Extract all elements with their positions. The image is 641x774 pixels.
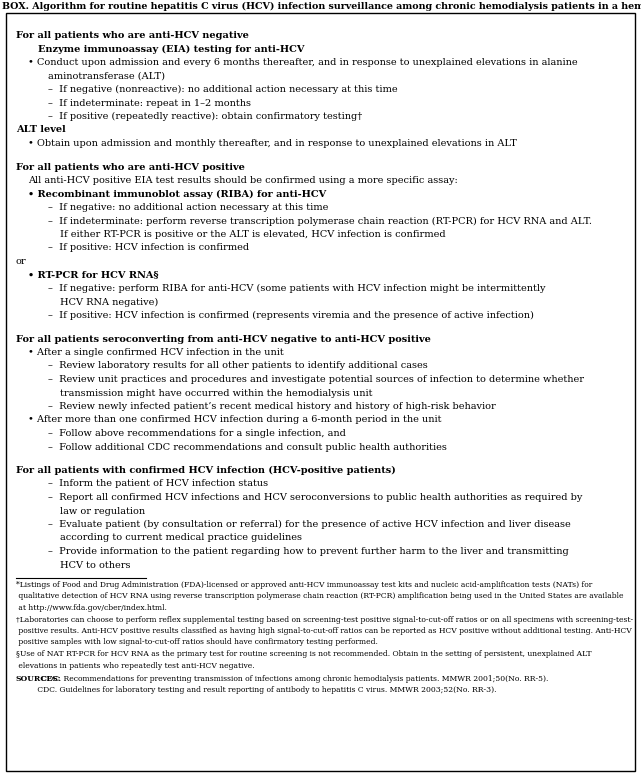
Text: All anti-HCV positive EIA test results should be confirmed using a more specific: All anti-HCV positive EIA test results s… [28,176,458,185]
Text: elevations in patients who repeatedly test anti-HCV negative.: elevations in patients who repeatedly te… [16,662,254,670]
Text: positive results. Anti-HCV positive results classified as having high signal-to-: positive results. Anti-HCV positive resu… [16,627,632,635]
Text: –  Report all confirmed HCV infections and HCV seroconversions to public health : – Report all confirmed HCV infections an… [48,493,583,502]
Text: –  If indeterminate: perform reverse transcription polymerase chain reaction (RT: – If indeterminate: perform reverse tran… [48,217,592,226]
Text: ALT level: ALT level [16,125,66,135]
Text: transmission might have occurred within the hemodialysis unit: transmission might have occurred within … [60,389,372,398]
Text: –  If indeterminate: repeat in 1–2 months: – If indeterminate: repeat in 1–2 months [48,98,251,108]
Text: Enzyme immunoassay (EIA) testing for anti-HCV: Enzyme immunoassay (EIA) testing for ant… [38,44,304,53]
Text: †Laboratories can choose to perform reflex supplemental testing based on screeni: †Laboratories can choose to perform refl… [16,615,633,624]
Text: BOX. Algorithm for routine hepatitis C virus (HCV) infection surveillance among : BOX. Algorithm for routine hepatitis C v… [2,2,641,11]
Text: If either RT-PCR is positive or the ALT is elevated, HCV infection is confirmed: If either RT-PCR is positive or the ALT … [60,230,445,239]
Text: –  Follow above recommendations for a single infection, and: – Follow above recommendations for a sin… [48,429,346,438]
Text: CDC. Guidelines for laboratory testing and result reporting of antibody to hepat: CDC. Guidelines for laboratory testing a… [16,687,497,694]
Text: SOURCES:: SOURCES: [16,675,62,683]
Text: –  If positive: HCV infection is confirmed (represents viremia and the presence : – If positive: HCV infection is confirme… [48,311,534,320]
Text: –  Review laboratory results for all other patients to identify additional cases: – Review laboratory results for all othe… [48,361,428,371]
Text: –  Follow additional CDC recommendations and consult public health authorities: – Follow additional CDC recommendations … [48,443,447,451]
Text: –  Review newly infected patient’s recent medical history and history of high-ri: – Review newly infected patient’s recent… [48,402,495,411]
Text: law or regulation: law or regulation [60,506,145,515]
Text: –  Inform the patient of HCV infection status: – Inform the patient of HCV infection st… [48,480,268,488]
Text: –  If negative: perform RIBA for anti-HCV (some patients with HCV infection migh: – If negative: perform RIBA for anti-HCV… [48,284,545,293]
Text: HCV RNA negative): HCV RNA negative) [60,297,158,307]
Text: –  Provide information to the patient regarding how to prevent further harm to t: – Provide information to the patient reg… [48,547,569,556]
Text: HCV to others: HCV to others [60,560,131,570]
Text: qualitative detection of HCV RNA using reverse transcription polymerase chain re: qualitative detection of HCV RNA using r… [16,593,624,601]
Text: –  If negative: no additional action necessary at this time: – If negative: no additional action nece… [48,203,328,212]
Text: –  Review unit practices and procedures and investigate potential sources of inf: – Review unit practices and procedures a… [48,375,584,384]
Text: For all patients with confirmed HCV infection (HCV-positive patients): For all patients with confirmed HCV infe… [16,466,395,475]
Text: according to current medical practice guidelines: according to current medical practice gu… [60,533,302,543]
Text: §Use of NAT RT-PCR for HCV RNA as the primary test for routine screening is not : §Use of NAT RT-PCR for HCV RNA as the pr… [16,650,592,658]
Text: at http://www.fda.gov/cber/index.html.: at http://www.fda.gov/cber/index.html. [16,604,167,612]
Text: • Obtain upon admission and monthly thereafter, and in response to unexplained e: • Obtain upon admission and monthly ther… [28,139,517,148]
Text: –  If negative (nonreactive): no additional action necessary at this time: – If negative (nonreactive): no addition… [48,85,397,94]
Text: –  Evaluate patient (by consultation or referral) for the presence of active HCV: – Evaluate patient (by consultation or r… [48,520,570,529]
Text: or: or [16,257,27,266]
Text: –  If positive (repeatedly reactive): obtain confirmatory testing†: – If positive (repeatedly reactive): obt… [48,112,362,121]
Text: • Conduct upon admission and every 6 months thereafter, and in response to unexp: • Conduct upon admission and every 6 mon… [28,58,578,67]
Text: –  If positive: HCV infection is confirmed: – If positive: HCV infection is confirme… [48,244,249,252]
Text: • After more than one confirmed HCV infection during a 6-month period in the uni: • After more than one confirmed HCV infe… [28,416,442,424]
Text: • RT-PCR for HCV RNA§: • RT-PCR for HCV RNA§ [28,270,158,279]
Text: *Listings of Food and Drug Administration (FDA)-licensed or approved anti-HCV im: *Listings of Food and Drug Administratio… [16,581,592,589]
Text: aminotransferase (ALT): aminotransferase (ALT) [48,71,165,80]
Text: CDC. Recommendations for preventing transmission of infections among chronic hem: CDC. Recommendations for preventing tran… [39,675,548,683]
Text: For all patients who are anti-HCV negative: For all patients who are anti-HCV negati… [16,31,249,40]
Text: positive samples with low signal-to-cut-off ratios should have confirmatory test: positive samples with low signal-to-cut-… [16,639,378,646]
Text: For all patients who are anti-HCV positive: For all patients who are anti-HCV positi… [16,163,245,172]
Text: • Recombinant immunoblot assay (RIBA) for anti-HCV: • Recombinant immunoblot assay (RIBA) fo… [28,190,326,199]
Text: • After a single confirmed HCV infection in the unit: • After a single confirmed HCV infection… [28,348,284,357]
Text: For all patients seroconverting from anti-HCV negative to anti-HCV positive: For all patients seroconverting from ant… [16,334,431,344]
